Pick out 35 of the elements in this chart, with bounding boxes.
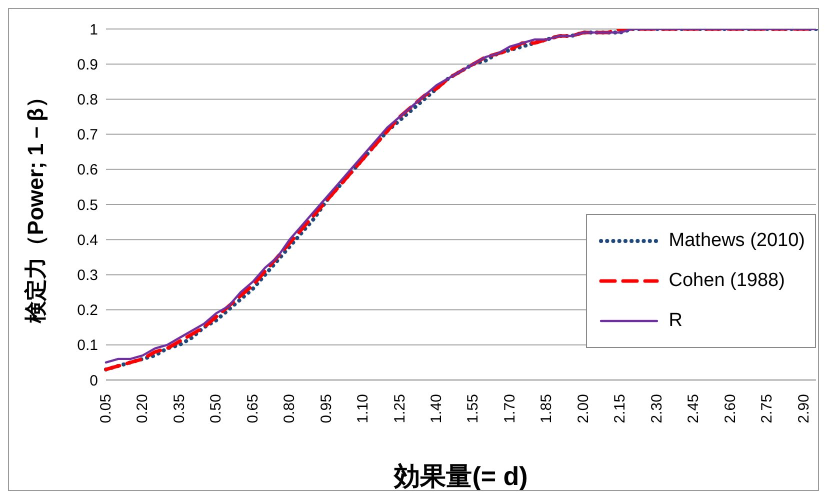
x-tick-label: 1.40	[428, 394, 446, 424]
y-tick-label: 0.8	[77, 92, 98, 109]
x-tick-label: 1.25	[391, 394, 408, 424]
y-tick-label: 0	[90, 372, 98, 390]
y-tick-label: 0.4	[77, 232, 98, 249]
y-tick-label: 0.9	[77, 56, 98, 74]
y-tick-label: 0.2	[77, 302, 98, 320]
legend-label: Mathews (2010)	[668, 230, 805, 252]
x-tick-label: 0.80	[281, 394, 298, 424]
x-tick-label: 2.60	[722, 394, 739, 424]
x-tick-label: 0.05	[98, 394, 114, 424]
x-tick-label: 0.35	[170, 394, 188, 424]
x-tick-label: 2.90	[795, 394, 812, 424]
x-tick-label: 1.70	[501, 394, 518, 424]
x-tick-label: 0.20	[134, 394, 152, 424]
x-tick-label: 1.85	[538, 394, 556, 424]
y-axis-title: 検定力（Power; 1－β）	[22, 86, 48, 324]
legend-label: R	[668, 310, 682, 332]
y-tick-label: 1	[90, 21, 98, 38]
x-tick-label: 0.95	[318, 394, 335, 424]
x-tick-label: 0.50	[208, 394, 225, 424]
y-tick-label: 0.1	[77, 337, 98, 354]
x-tick-label: 2.45	[685, 394, 702, 424]
y-tick-label: 0.6	[77, 162, 98, 179]
y-tick-label: 0.5	[77, 196, 98, 214]
x-tick-label: 2.30	[648, 394, 666, 424]
y-tick-label: 0.3	[77, 267, 98, 284]
x-tick-label: 2.00	[574, 394, 592, 424]
x-tick-label: 0.65	[244, 394, 262, 424]
x-tick-label: 1.10	[354, 394, 372, 424]
y-tick-label: 0.7	[77, 126, 98, 144]
x-tick-label: 2.15	[612, 394, 629, 424]
legend-label: Cohen (1988)	[668, 270, 785, 292]
x-tick-label: 2.75	[758, 394, 776, 424]
x-tick-label: 1.55	[464, 394, 482, 424]
